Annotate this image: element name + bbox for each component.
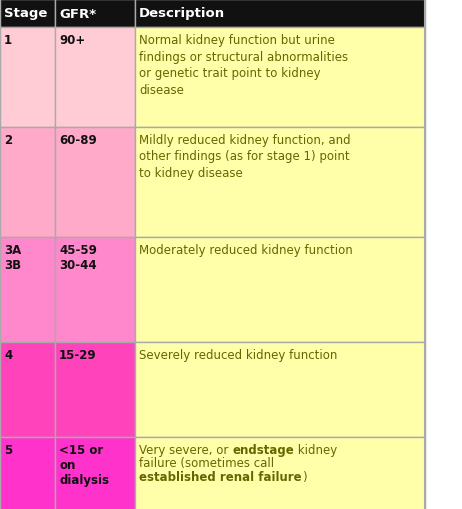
Text: 5: 5	[4, 443, 12, 456]
Bar	[135, 238, 425, 343]
Text: GFR*: GFR*	[59, 8, 96, 20]
Bar	[55, 128, 135, 238]
Text: 90+: 90+	[59, 34, 85, 47]
Bar	[135, 0, 425, 28]
Bar	[55, 343, 135, 437]
Text: 2: 2	[4, 134, 12, 147]
Bar	[0, 128, 55, 238]
Text: 3A
3B: 3A 3B	[4, 243, 21, 271]
Text: 1: 1	[4, 34, 12, 47]
Text: Severely reduced kidney function: Severely reduced kidney function	[139, 348, 337, 361]
Text: 45-59
30-44: 45-59 30-44	[59, 243, 97, 271]
Text: 60-89: 60-89	[59, 134, 97, 147]
Text: established renal failure: established renal failure	[139, 470, 302, 483]
Bar	[0, 343, 55, 437]
Bar	[135, 343, 425, 437]
Text: 15-29: 15-29	[59, 348, 97, 361]
Text: Description: Description	[139, 8, 225, 20]
Text: Mildly reduced kidney function, and
other findings (as for stage 1) point
to kid: Mildly reduced kidney function, and othe…	[139, 134, 351, 180]
Text: failure (sometimes call: failure (sometimes call	[139, 457, 274, 470]
Bar	[0, 28, 55, 128]
Bar	[55, 0, 135, 28]
Bar	[135, 28, 425, 128]
Text: endstage: endstage	[232, 443, 294, 456]
Bar	[0, 437, 55, 509]
Bar	[135, 128, 425, 238]
Text: <15 or
on
dialysis: <15 or on dialysis	[59, 443, 109, 486]
Bar	[0, 238, 55, 343]
Text: 4: 4	[4, 348, 12, 361]
Bar	[55, 437, 135, 509]
Text: Normal kidney function but urine
findings or structural abnormalities
or genetic: Normal kidney function but urine finding…	[139, 34, 348, 96]
Bar	[135, 437, 425, 509]
Bar	[55, 238, 135, 343]
Text: Moderately reduced kidney function: Moderately reduced kidney function	[139, 243, 353, 257]
Text: kidney: kidney	[294, 443, 337, 456]
Text: Stage: Stage	[4, 8, 48, 20]
Bar	[0, 0, 55, 28]
Text: ): )	[302, 470, 306, 483]
Text: Very severe, or: Very severe, or	[139, 443, 232, 456]
Bar	[55, 28, 135, 128]
